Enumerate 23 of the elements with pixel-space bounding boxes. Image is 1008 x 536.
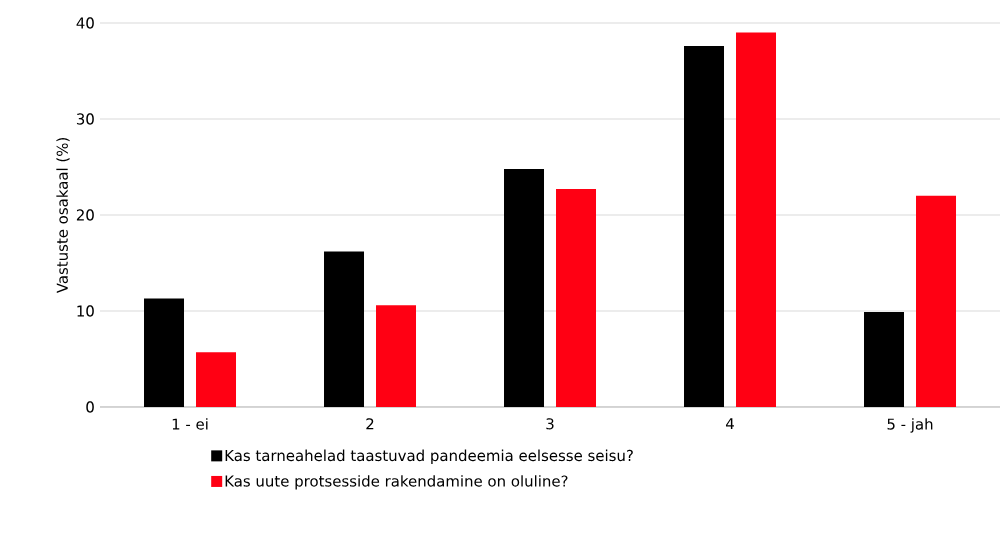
y-tick-label: 0 — [86, 401, 94, 413]
legend-label: Kas tarneahelad taastuvad pandeemia eelsesse seisu? — [225, 449, 633, 465]
bar — [736, 32, 777, 407]
bar — [684, 46, 725, 407]
bar — [864, 311, 905, 407]
bar — [504, 168, 545, 407]
y-tick-label: 10 — [77, 305, 94, 317]
x-tick-label: 4 — [725, 418, 734, 430]
x-tick-label: 5 - jah — [887, 418, 933, 433]
bar — [556, 189, 597, 407]
x-tick-label: 2 — [366, 418, 374, 430]
bar — [916, 195, 957, 407]
legend-label: Kas uute protsesside rakendamine on oluline? — [225, 475, 568, 490]
bar — [376, 305, 417, 407]
x-tick-label: 1 - ei — [172, 418, 208, 430]
y-tick-label: 30 — [76, 113, 94, 125]
y-tick-label: 20 — [76, 209, 94, 221]
bar — [196, 352, 237, 407]
x-tick-label: 3 — [546, 418, 554, 430]
bar — [324, 251, 365, 407]
bar — [144, 298, 185, 407]
y-tick-label: 40 — [76, 17, 94, 29]
y-axis-title: Vastuste osakaal (%) — [56, 138, 70, 294]
